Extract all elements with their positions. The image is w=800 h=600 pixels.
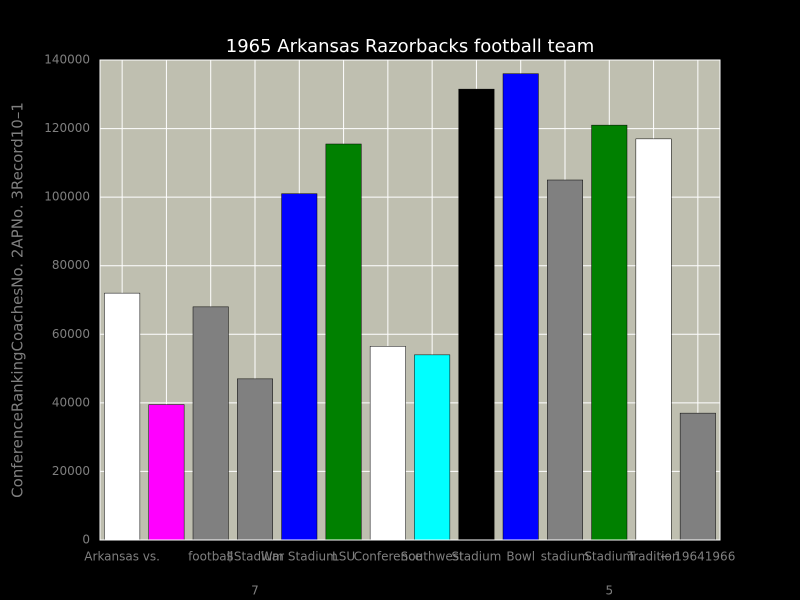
bar <box>591 124 628 541</box>
x-tick-label: Arkansas vs. <box>84 550 160 564</box>
x-tick-label: ← 19641966 <box>660 550 735 564</box>
y-tick-label: 140000 <box>44 53 90 67</box>
bar <box>635 138 672 541</box>
y-tick-label: 40000 <box>52 395 90 409</box>
y-tick-label: 80000 <box>52 258 90 272</box>
bar <box>325 143 362 541</box>
x-tick-label: LSU <box>332 550 355 564</box>
x-tick-label: Bowl <box>506 550 535 564</box>
y-tick-label: 20000 <box>52 464 90 478</box>
x-tick-label: stadium <box>541 550 590 564</box>
chart-title: 1965 Arkansas Razorbacks football team <box>226 36 594 57</box>
y-tick-label: 100000 <box>44 190 90 204</box>
plot-frame <box>99 59 721 541</box>
y-tick-label: 60000 <box>52 327 90 341</box>
y-tick-label: 0 <box>82 533 90 547</box>
x-tick-label: Stadium <box>584 550 634 564</box>
x-tick-label: $Stadium <box>226 550 284 564</box>
bar <box>148 404 185 541</box>
bar <box>502 73 539 541</box>
bar <box>458 88 495 541</box>
bar <box>281 193 318 541</box>
x-tick-label: Conference <box>354 550 423 564</box>
y-tick-label: 120000 <box>44 121 90 135</box>
bar <box>104 292 141 541</box>
x-tick-label: football <box>188 550 233 564</box>
bar <box>192 306 229 541</box>
bar <box>369 346 406 541</box>
bar <box>679 412 716 541</box>
bar <box>547 179 583 541</box>
x-tick-label: Stadium <box>451 550 501 564</box>
x-sublabel: 7 <box>251 584 259 598</box>
y-axis-label: ConferenceRankingCoachesNo. 2APNo. 3Reco… <box>9 102 27 498</box>
x-tick-label: Tradition <box>627 550 680 564</box>
bar <box>237 378 273 541</box>
x-tick-label: Southwest <box>401 550 464 564</box>
x-tick-label: War Stadium <box>261 550 338 564</box>
x-sublabel: 5 <box>605 584 613 598</box>
bar <box>414 354 451 541</box>
